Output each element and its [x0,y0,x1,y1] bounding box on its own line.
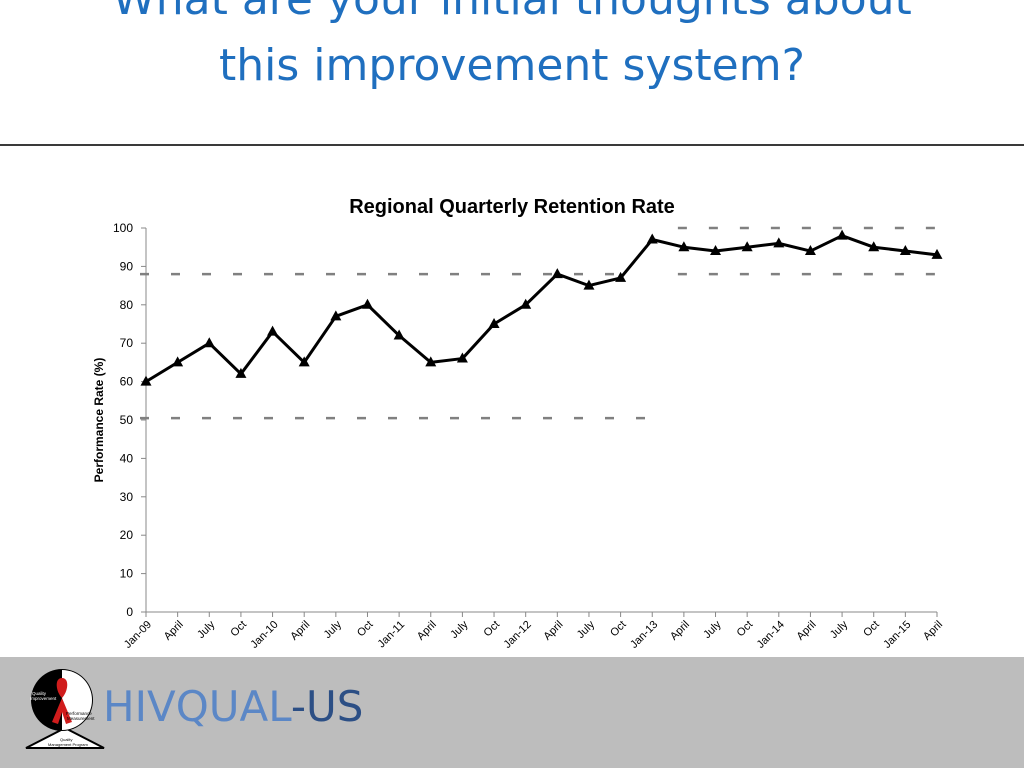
data-point-marker [330,310,342,321]
x-tick-label: Oct [608,619,629,640]
x-tick-label: July [448,618,471,641]
x-tick-label: Jan-14 [755,619,787,651]
brand-part-1: HIVQUAL [103,682,291,731]
x-tick-label: Oct [355,619,376,640]
y-tick-label: 70 [120,336,134,350]
footer-bar [0,657,1024,768]
data-point-marker [488,318,500,328]
data-point-marker [172,356,184,367]
data-point-marker [393,329,405,340]
data-point-marker [551,268,563,279]
data-point-marker [741,241,753,252]
data-point-marker [899,245,911,256]
data-point-marker [678,241,690,252]
y-tick-label: 40 [120,451,134,465]
brand-wordmark: HIVQUAL-US [103,682,363,732]
x-tick-label: Oct [228,619,249,640]
x-tick-label: Jan-09 [122,619,154,651]
slide-title-line-1: What are your initial thoughts about [0,0,1024,26]
data-point-marker [140,375,152,386]
x-tick-label: July [575,618,598,641]
x-tick-label: Jan-10 [248,619,280,651]
retention-rate-chart: Regional Quarterly Retention Rate Perform… [92,196,945,651]
x-tick-label: April [162,619,186,643]
x-tick-label: July [322,618,345,641]
x-tick-label: Jan-15 [881,619,913,651]
x-tick-label: July [828,618,851,641]
data-point-marker [868,241,880,252]
data-point-marker [710,245,722,256]
data-point-marker [203,337,215,348]
x-tick-label: April [541,619,565,643]
brand-part-2: -US [290,682,364,731]
y-tick-label: 90 [120,259,134,273]
x-tick-label: Oct [861,619,882,640]
x-tick-label: April [921,619,945,643]
logo-text-improvement: Improvement [30,696,57,701]
x-tick-label: Jan-13 [628,619,660,651]
title-divider [0,144,1024,146]
data-point-marker [425,356,437,367]
y-tick-label: 0 [126,605,133,619]
slide-title-line-2: this improvement system? [219,40,805,91]
logo-text-qmp-1: Quality [60,737,72,742]
x-tick-label: April [288,619,312,643]
data-point-marker [456,352,468,363]
y-tick-label: 60 [120,375,134,389]
data-point-marker [804,245,816,256]
data-point-marker [646,233,658,244]
y-tick-label: 20 [120,528,134,542]
x-tick-label: Jan-12 [502,619,534,651]
x-tick-label: April [415,619,439,643]
x-tick-label: April [795,619,819,643]
y-tick-label: 30 [120,490,134,504]
x-tick-label: Oct [735,619,756,640]
chart-title: Regional Quarterly Retention Rate [349,196,675,218]
y-axis-label: Performance Rate (%) [92,358,106,483]
data-point-marker [361,298,373,309]
data-point-marker [583,279,595,290]
data-point-marker [267,325,279,336]
y-tick-label: 80 [120,298,134,312]
data-point-marker [298,356,310,367]
data-point-marker [931,248,943,259]
logo-text-performance: Performance [66,711,92,716]
data-point-marker [235,367,247,378]
y-tick-label: 50 [120,413,134,427]
logo-text-qmp-2: Management Program [48,742,88,747]
x-tick-label: July [701,618,724,641]
data-point-marker [520,298,532,309]
y-tick-label: 100 [113,221,133,235]
data-point-marker [615,271,627,282]
x-tick-label: Oct [482,619,503,640]
x-tick-label: July [195,618,218,641]
logo-text-measurement: Measurement [67,716,95,721]
series-line [145,234,938,383]
x-tick-label: April [668,619,692,643]
logo-base-triangle [25,726,105,749]
logo-half-circle [62,670,92,730]
hivqual-logo: Quality Improvement Performance Measurem… [25,669,105,749]
x-tick-label: Jan-11 [376,619,408,651]
y-tick-label: 10 [120,567,134,581]
red-ribbon-icon [52,678,72,724]
data-point-marker [836,229,848,240]
logo-text-quality: Quality [32,691,47,696]
data-point-marker [773,237,785,248]
